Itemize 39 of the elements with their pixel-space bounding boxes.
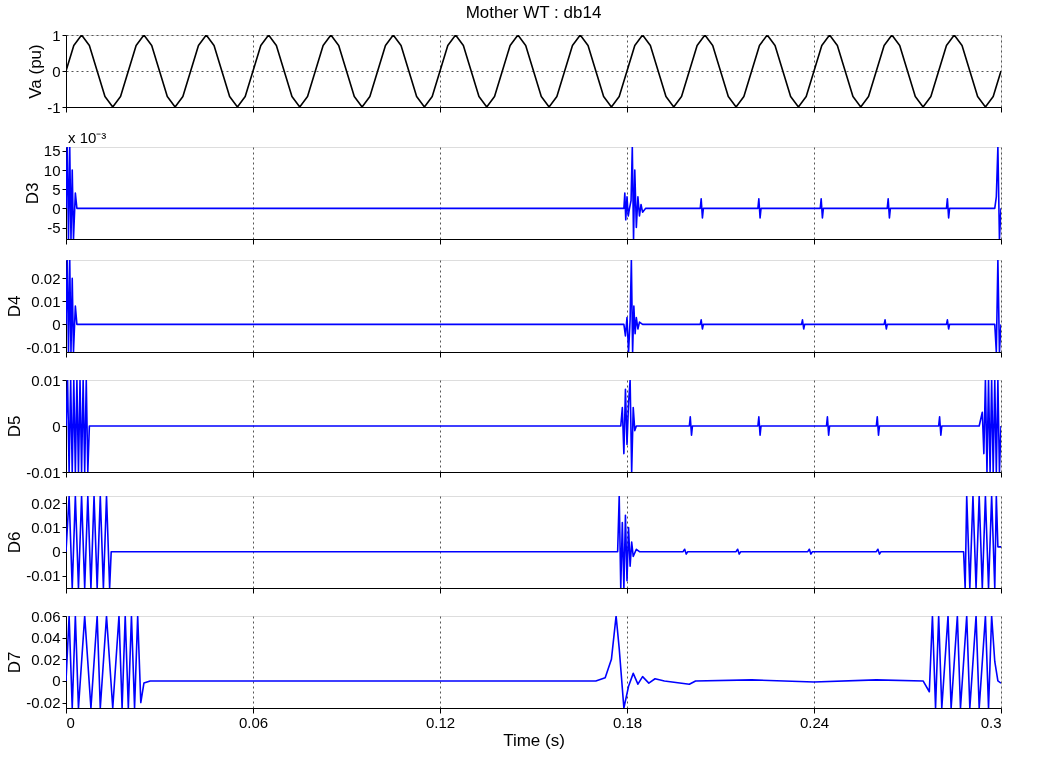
x-tick-label: 0.3 [980,713,1002,731]
y-axis-title: Va (pu) [26,44,46,99]
y-tick-label: 0.01 [31,292,61,310]
y-tick-label: 0 [52,417,61,435]
y-tick-label: 0.02 [31,650,61,668]
y-tick-label: 0.02 [31,269,61,287]
y-tick-label: -1 [47,98,61,116]
y-tick-label: -0.01 [26,567,61,585]
x-tick-label: 0.18 [612,713,643,731]
y-tick-label: 1 [52,26,61,44]
y-tick-label: -0.02 [26,694,61,712]
x-axis-title: Time (s) [503,730,565,750]
y-axis-title: D3 [22,182,42,205]
y-tick-label: 0.04 [31,629,61,647]
x-tick-label: 0 [66,713,75,731]
y-tick-label: 0 [52,543,61,561]
y-tick-label: -5 [47,219,61,236]
chart-title: Mother WT : db14 [465,3,602,22]
y-tick-label: 10 [43,161,61,179]
y-tick-label: 0 [52,315,61,333]
y-axis-title: D4 [5,295,25,318]
y-tick-label: 5 [52,180,61,198]
y-tick-label: 0.01 [31,371,61,389]
y-tick-label: 0 [52,672,61,690]
text: x 10⁻³ [68,129,107,146]
y-tick-label: 15 [43,142,61,160]
y-tick-label: 0.06 [31,607,61,625]
x-tick-label: 0.24 [799,713,830,731]
y-axis-title: D6 [5,531,25,554]
y-tick-label: 0 [52,199,61,217]
y-axis-title: D5 [5,415,25,438]
y-tick-label: 0.02 [31,494,61,512]
y-tick-label: -0.01 [26,338,61,356]
x-tick-label: 0.06 [238,713,269,731]
y-tick-label: 0 [52,62,61,80]
y-tick-label: -0.01 [26,463,61,481]
y-axis-title: D7 [5,651,25,674]
x-tick-label: 0.12 [425,713,456,731]
y-tick-label: 0.01 [31,518,61,536]
